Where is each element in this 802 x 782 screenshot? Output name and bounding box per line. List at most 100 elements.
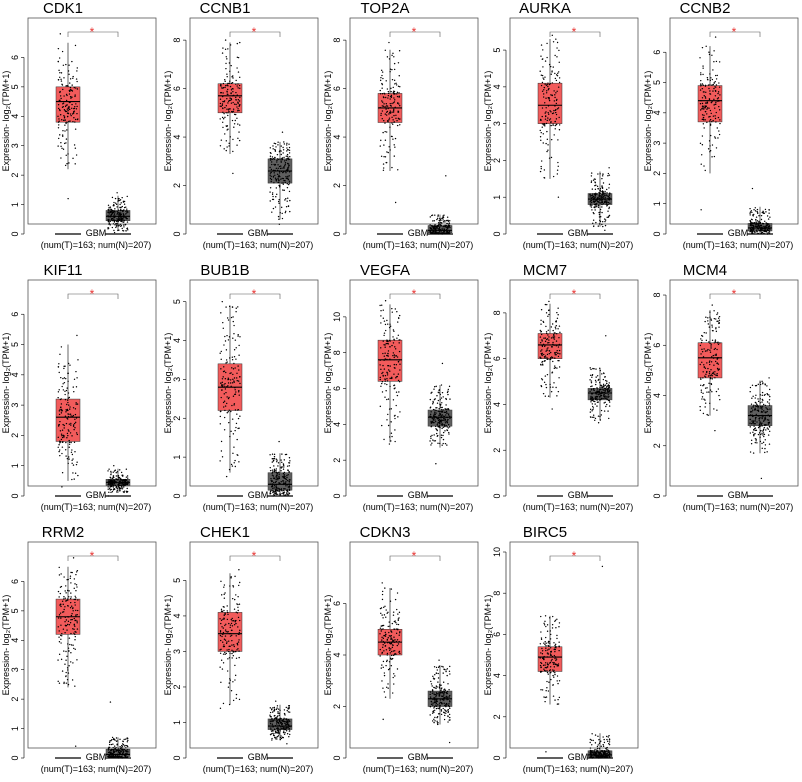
normal-point (437, 228, 438, 229)
tumor-point (544, 83, 545, 84)
normal-point (281, 145, 282, 146)
tumor-point (381, 156, 382, 157)
normal-point (281, 488, 282, 489)
y-tick-label: 0 (10, 755, 20, 760)
tumor-point (559, 129, 560, 130)
normal-point (127, 749, 128, 750)
normal-point (602, 221, 603, 222)
tumor-point (62, 136, 63, 137)
normal-point (278, 708, 279, 709)
tumor-point (389, 661, 390, 662)
normal-point (272, 194, 273, 195)
tumor-point (383, 340, 384, 341)
tumor-point (394, 415, 395, 416)
normal-point (762, 392, 763, 393)
normal-point (599, 397, 600, 398)
normal-point (127, 475, 128, 476)
tumor-point (236, 423, 237, 424)
tumor-point (229, 62, 230, 63)
normal-point (436, 226, 437, 227)
normal-point (768, 429, 769, 430)
tumor-point (64, 109, 65, 110)
normal-point (752, 385, 753, 386)
tumor-point (75, 45, 76, 46)
tumor-point (231, 653, 232, 654)
tumor-point (237, 380, 238, 381)
tumor-point (67, 107, 68, 108)
normal-point (766, 227, 767, 228)
tumor-point (381, 667, 382, 668)
normal-point (596, 206, 597, 207)
tumor-point (238, 71, 239, 72)
tumor-point (382, 628, 383, 629)
tumor-point (545, 326, 546, 327)
tumor-point (69, 93, 70, 94)
tumor-point (61, 346, 62, 347)
tumor-point (705, 388, 706, 389)
normal-point (108, 468, 109, 469)
tumor-point (719, 119, 720, 120)
tumor-point (235, 409, 236, 410)
normal-point (602, 226, 603, 227)
tumor-point (394, 339, 395, 340)
tumor-point (226, 146, 227, 147)
tumor-point (542, 75, 543, 76)
tumor-point (393, 329, 394, 330)
tumor-point (555, 128, 556, 129)
normal-point (287, 708, 288, 709)
tumor-point (380, 77, 381, 78)
tumor-point (541, 44, 542, 45)
tumor-point (221, 397, 222, 398)
normal-point (122, 211, 123, 212)
normal-point (289, 156, 290, 157)
normal-point (289, 150, 290, 151)
normal-point (446, 412, 447, 413)
tumor-point (543, 79, 544, 80)
tumor-point (383, 439, 384, 440)
normal-point (112, 754, 113, 755)
tumor-point (60, 95, 61, 96)
tumor-point (699, 406, 700, 407)
normal-point (270, 483, 271, 484)
tumor-point (387, 653, 388, 654)
tumor-point (388, 425, 389, 426)
normal-point (605, 335, 606, 336)
normal-point (761, 381, 762, 382)
normal-point (440, 417, 441, 418)
tumor-point (393, 637, 394, 638)
tumor-point (397, 356, 398, 357)
tumor-point (557, 75, 558, 76)
tumor-point (711, 113, 712, 114)
tumor-point (231, 630, 232, 631)
tumor-point (61, 80, 62, 81)
normal-point (604, 192, 605, 193)
tumor-point (399, 612, 400, 613)
tumor-point (67, 400, 68, 401)
tumor-point (62, 424, 63, 425)
tumor-point (542, 91, 543, 92)
tumor-point (713, 372, 714, 373)
tumor-point (232, 91, 233, 92)
tumor-point (713, 50, 714, 51)
tumor-point (546, 57, 547, 58)
tumor-point (702, 88, 703, 89)
tumor-point (393, 109, 394, 110)
normal-point (285, 212, 286, 213)
normal-point (110, 701, 111, 702)
tumor-point (71, 61, 72, 62)
tumor-point (540, 342, 541, 343)
tumor-point (238, 650, 239, 651)
tumor-point (541, 160, 542, 161)
y-tick-label: 6 (10, 312, 20, 317)
tumor-point (399, 381, 400, 382)
tumor-point (715, 36, 716, 37)
tumor-point (707, 79, 708, 80)
y-tick-label: 4 (332, 135, 342, 140)
tumor-point (237, 335, 238, 336)
normal-point (606, 192, 607, 193)
tumor-point (705, 376, 706, 377)
normal-point (272, 474, 273, 475)
tumor-point (232, 625, 233, 626)
tumor-point (711, 156, 712, 157)
tumor-point (557, 308, 558, 309)
